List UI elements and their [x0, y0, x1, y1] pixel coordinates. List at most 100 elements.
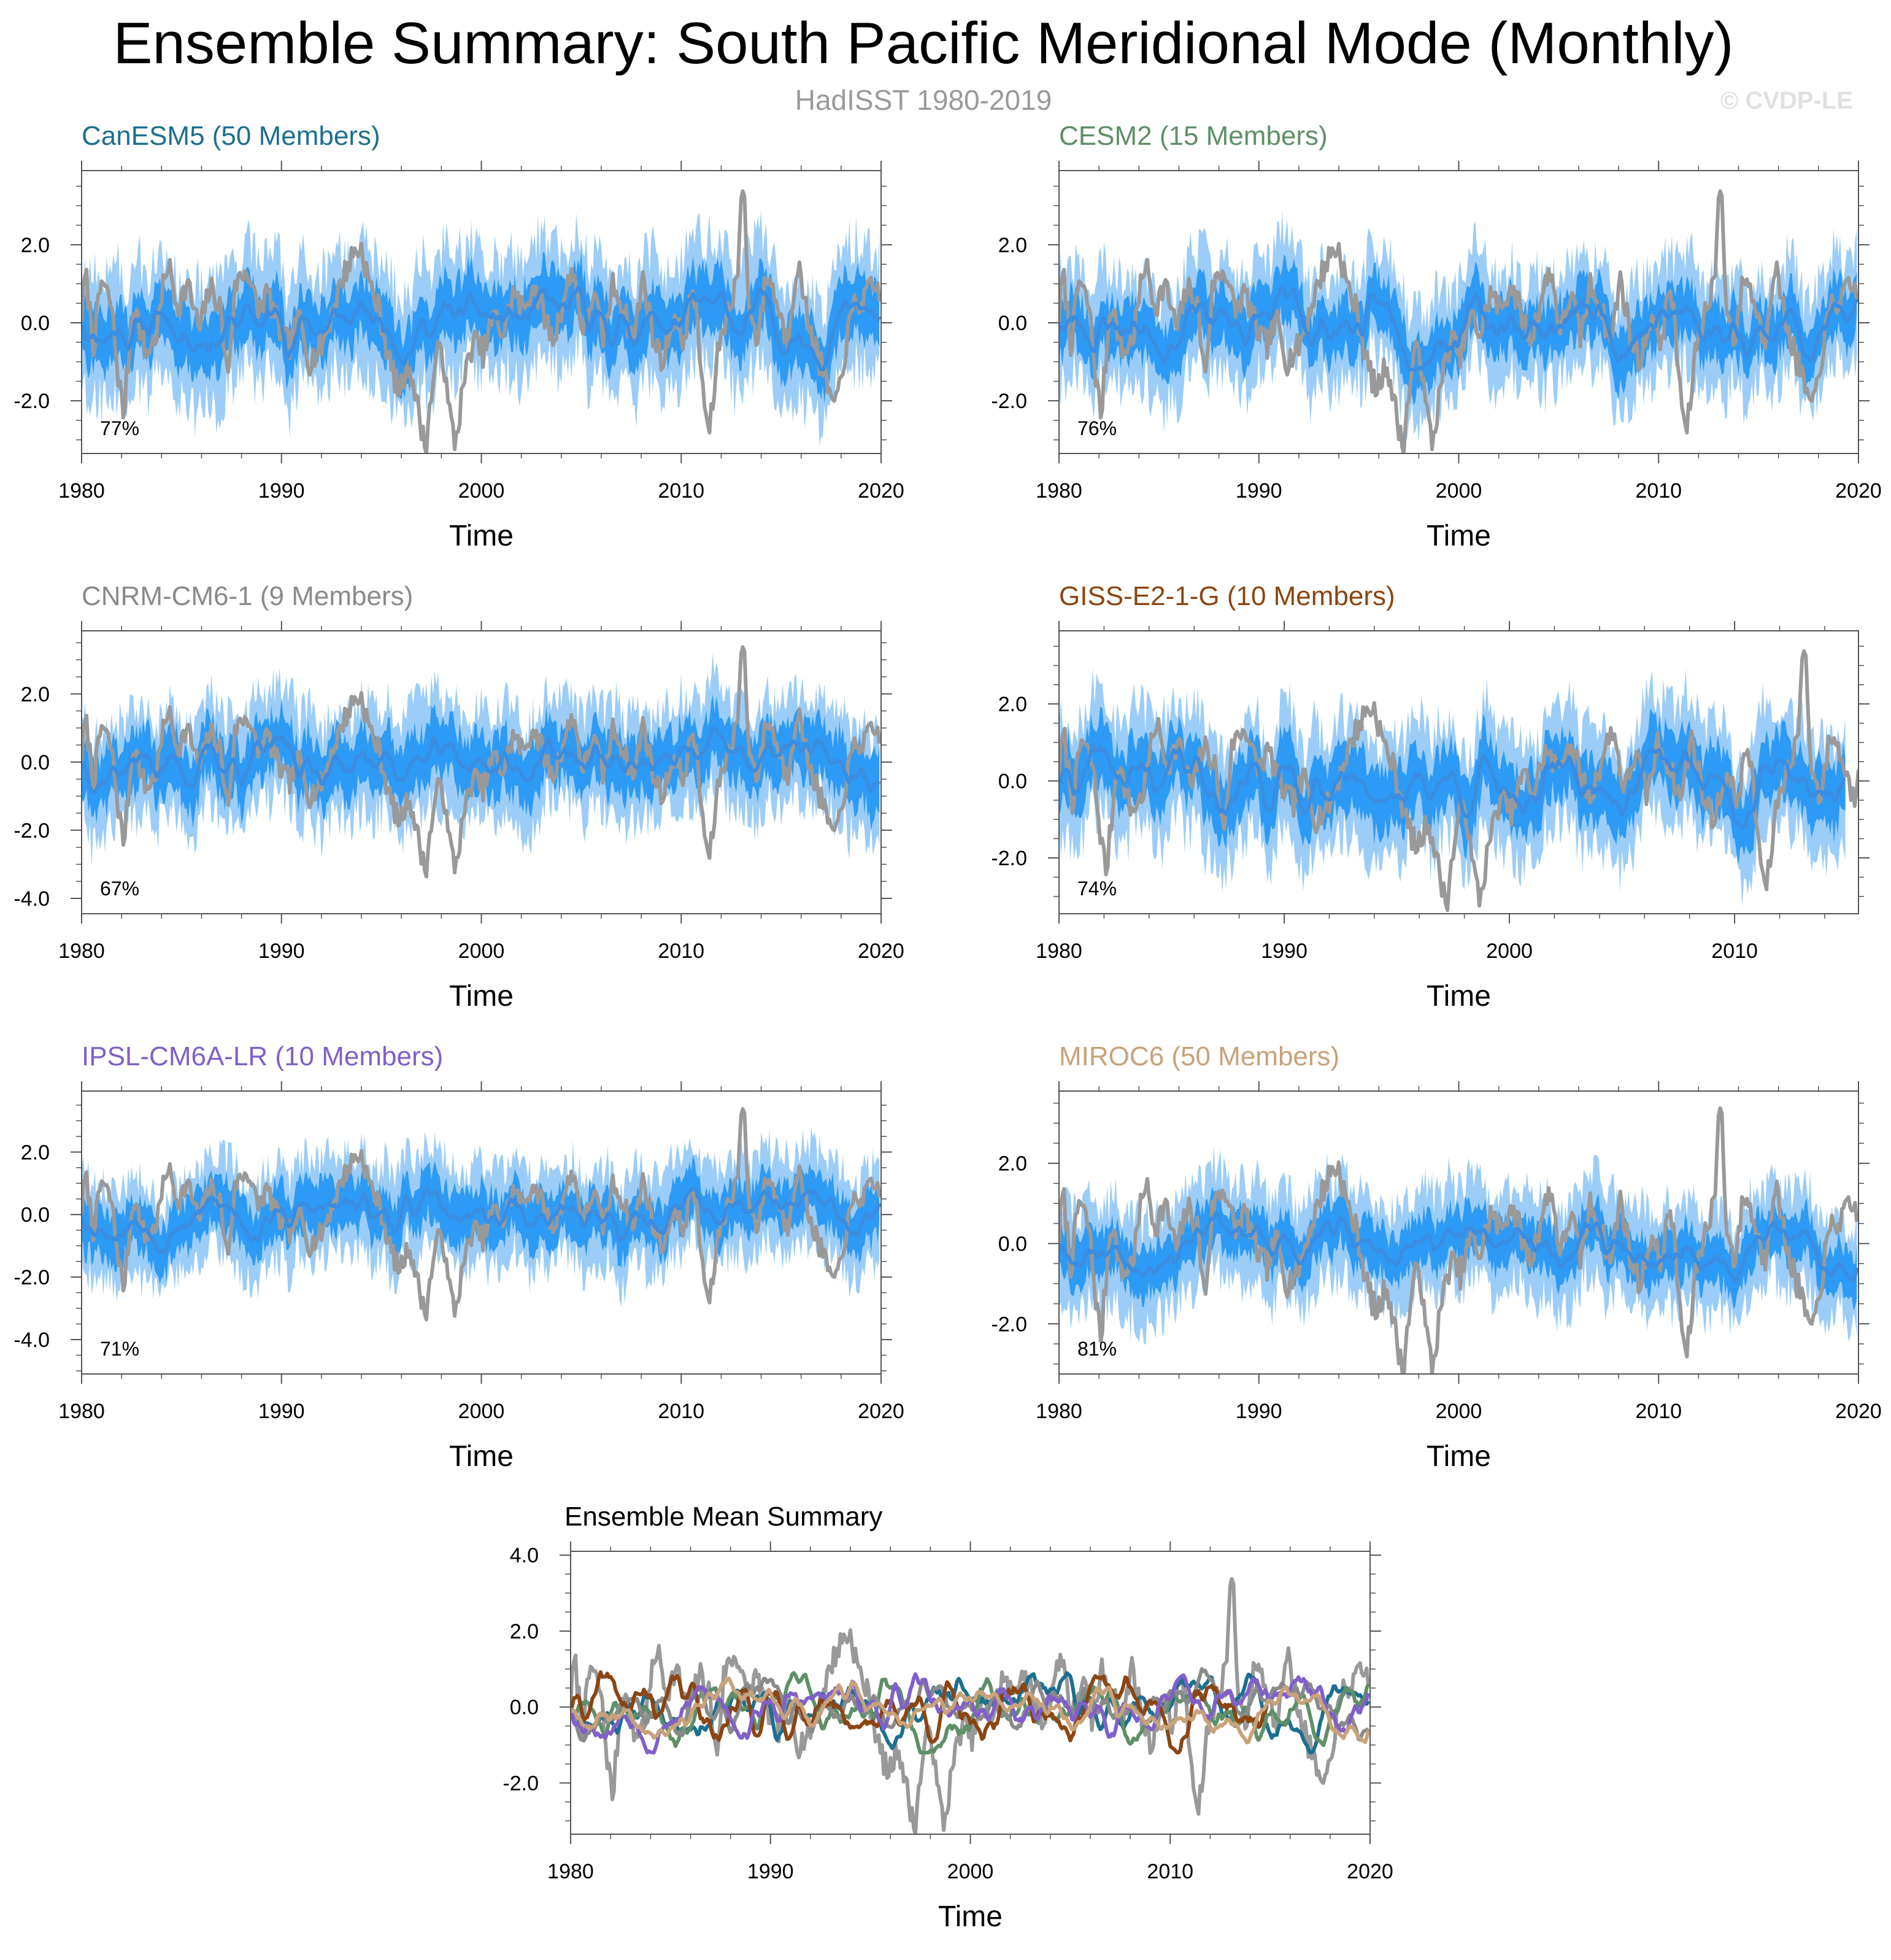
giss-pattern-correlation-label: 74% — [1077, 878, 1117, 900]
cnrm-xtick-label: 2000 — [458, 939, 505, 963]
canesm5-xtick-label: 2000 — [458, 479, 505, 503]
ipsl-ytick-label: 2.0 — [21, 1141, 50, 1164]
ensemble-mean-ytick-label: 4.0 — [510, 1544, 539, 1567]
giss-xtick-label: 1990 — [1261, 939, 1308, 963]
cesm2-xtick-label: 2000 — [1436, 479, 1482, 503]
canesm5-xlabel: Time — [449, 520, 514, 552]
canesm5-pattern-correlation-label: 77% — [100, 417, 139, 439]
giss-ytick-label: -2.0 — [991, 847, 1027, 870]
cnrm-ytick-label: -2.0 — [13, 819, 50, 843]
cnrm-title: CNRM-CM6-1 (9 Members) — [82, 581, 413, 611]
miroc6-ensemble-mean-line — [1059, 1211, 1858, 1283]
giss-inner-spread-band — [1059, 706, 1846, 865]
cnrm-observed-line — [82, 645, 881, 879]
miroc6-ytick-label: 0.0 — [998, 1232, 1027, 1256]
miroc6-ytick-label: 2.0 — [998, 1152, 1027, 1176]
cnrm-xtick-label: 1990 — [258, 939, 305, 963]
cnrm-ensemble-mean-line — [82, 726, 881, 795]
miroc6-panel: 81% 1980 1990 2000 2010 2020 -2.0 0.0 2.0 MIROC6 … — [991, 1041, 1881, 1473]
ensemble-mean-xlabel: Time — [938, 1900, 1003, 1933]
canesm5-title: CanESM5 (50 Members) — [82, 121, 380, 151]
miroc6-pattern-correlation-label: 81% — [1077, 1338, 1117, 1360]
giss-frame — [1058, 630, 1859, 914]
figure-title: Ensemble Summary: South Pacific Meridion… — [113, 10, 1734, 76]
cesm2-xtick-label: 1980 — [1036, 479, 1082, 503]
canesm5-xtick-label: 2020 — [858, 479, 904, 503]
cesm2-title: CESM2 (15 Members) — [1059, 121, 1328, 151]
ensemble-mean-series-miroc6 — [571, 1676, 1370, 1745]
cesm2-xlabel: Time — [1427, 520, 1491, 552]
miroc6-inner-spread-band — [1059, 1187, 1857, 1311]
canesm5-ytick-label: -2.0 — [13, 390, 50, 413]
cnrm-plot-area — [82, 645, 881, 879]
cnrm-ytick-label: 2.0 — [21, 683, 50, 706]
cnrm-xtick-label: 2010 — [658, 939, 704, 963]
giss-panel: 74% 1980 1990 2000 2010 -2.0 0.0 2.0 GISS-E2-1-G… — [991, 581, 1870, 1013]
canesm5-inner-spread-band — [82, 250, 880, 404]
canesm5-xtick-label: 1990 — [258, 479, 305, 503]
canesm5-observed-line — [82, 189, 881, 453]
cesm2-ytick-label: 0.0 — [998, 312, 1027, 335]
ensemble-mean-xtick-label: 1990 — [747, 1860, 794, 1883]
giss-xlabel: Time — [1427, 980, 1491, 1013]
giss-xtick-label: 1980 — [1036, 939, 1082, 963]
cesm2-ytick-label: -2.0 — [991, 390, 1027, 413]
figure-subtitle: HadISST 1980-2019 — [795, 84, 1052, 116]
giss-ytick-label: 0.0 — [998, 770, 1027, 793]
cesm2-ytick-label: 2.0 — [998, 234, 1027, 257]
cnrm-ytick-label: -4.0 — [13, 887, 50, 911]
ipsl-xtick-label: 2020 — [858, 1400, 904, 1423]
canesm5-ytick-label: 2.0 — [21, 234, 50, 257]
giss-ytick-label: 2.0 — [998, 693, 1027, 716]
miroc6-plot-area — [1059, 1106, 1858, 1374]
ipsl-ytick-label: -4.0 — [13, 1329, 50, 1352]
giss-plot-area — [1059, 649, 1858, 912]
ensemble-mean-xtick-label: 2020 — [1347, 1860, 1393, 1883]
cesm2-panel: 76% 1980 1990 2000 2010 2020 -2.0 0.0 2.0 CESM2 (… — [991, 121, 1881, 552]
ensemble-mean-xtick-label: 1980 — [547, 1860, 594, 1883]
ipsl-panel: 71% 1980 1990 2000 2010 2020 -4.0 -2.0 0.0 2.0 IPS… — [13, 1041, 904, 1473]
giss-ensemble-mean-line — [1059, 744, 1846, 829]
cnrm-panel: 67% 1980 1990 2000 2010 2020 -4.0 -2.0 0.0 2.0 CNR… — [13, 581, 904, 1013]
ipsl-ytick-label: 0.0 — [21, 1203, 50, 1227]
canesm5-xtick-label: 2010 — [658, 479, 704, 503]
miroc6-title: MIROC6 (50 Members) — [1059, 1041, 1339, 1071]
ensemble-mean-ytick-label: 2.0 — [510, 1620, 539, 1643]
ipsl-xtick-label: 2010 — [658, 1400, 704, 1423]
cnrm-xtick-label: 1980 — [58, 939, 105, 963]
ensemble-mean-series-giss-e2-1-g — [571, 1670, 1269, 1754]
ipsl-xlabel: Time — [449, 1440, 514, 1473]
giss-xtick-label: 2010 — [1711, 939, 1758, 963]
ipsl-xtick-label: 1980 — [58, 1400, 105, 1423]
cesm2-pattern-correlation-label: 76% — [1077, 417, 1117, 439]
ensemble-mean-ytick-label: -2.0 — [503, 1772, 539, 1795]
cnrm-xlabel: Time — [449, 980, 514, 1013]
ipsl-ytick-label: -2.0 — [13, 1266, 50, 1289]
ipsl-plot-area — [82, 1107, 881, 1322]
cnrm-pattern-correlation-label: 67% — [100, 878, 139, 900]
cesm2-plot-area — [1059, 189, 1858, 453]
ensemble-mean-plot-area — [571, 1576, 1370, 1834]
canesm5-xtick-label: 1980 — [58, 479, 105, 503]
miroc6-ytick-label: -2.0 — [991, 1313, 1027, 1336]
ipsl-xtick-label: 2000 — [458, 1400, 505, 1423]
ipsl-xtick-label: 1990 — [258, 1400, 305, 1423]
ensemble-mean-ytick-label: 0.0 — [510, 1696, 539, 1719]
ensemble-mean-xtick-label: 2010 — [1147, 1860, 1193, 1883]
ipsl-pattern-correlation-label: 71% — [100, 1338, 139, 1360]
canesm5-plot-area — [82, 189, 881, 453]
canesm5-ytick-label: 0.0 — [21, 312, 50, 335]
cesm2-xtick-label: 2010 — [1635, 479, 1682, 503]
miroc6-xtick-label: 2010 — [1635, 1400, 1682, 1423]
cesm2-ensemble-mean-line — [1059, 285, 1858, 372]
cesm2-xtick-label: 1990 — [1236, 479, 1282, 503]
ensemble-mean-panel: 1980 1990 2000 2010 2020 -2.0 0.0 2.0 4.0 Ensembl… — [503, 1502, 1393, 1933]
miroc6-xtick-label: 2000 — [1436, 1400, 1482, 1423]
miroc6-xtick-label: 2020 — [1835, 1400, 1882, 1423]
giss-xtick-label: 2000 — [1486, 939, 1533, 963]
canesm5-ensemble-mean-line — [82, 286, 881, 372]
ipsl-title: IPSL-CM6A-LR (10 Members) — [82, 1041, 443, 1071]
miroc6-xlabel: Time — [1427, 1440, 1491, 1473]
